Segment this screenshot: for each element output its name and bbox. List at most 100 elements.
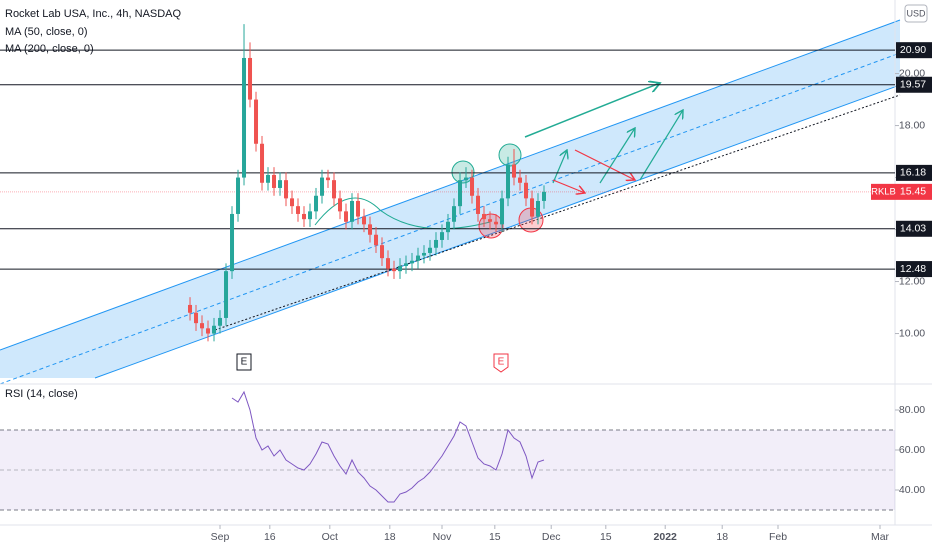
level-label: 12.48 <box>900 263 926 275</box>
indicator: MA (200, close, 0) <box>5 43 94 55</box>
candle-body <box>188 304 193 313</box>
candle-body <box>326 177 331 181</box>
rsi-y-tick-label: 80.00 <box>899 404 925 416</box>
y-tick-label: 20.00 <box>899 67 925 79</box>
candle-body <box>512 164 517 178</box>
level-label: 20.90 <box>900 44 926 56</box>
candle-body <box>434 239 439 248</box>
rsi-y-tick-label: 60.00 <box>899 444 925 456</box>
candle-body <box>332 180 337 199</box>
x-tick-label: Oct <box>322 531 338 543</box>
candle-body <box>470 177 475 196</box>
candle-body <box>278 180 283 188</box>
candle-body <box>386 258 391 269</box>
candle-body <box>452 206 457 222</box>
candle-body <box>506 164 511 199</box>
event-box[interactable] <box>236 353 252 371</box>
last-price-label: 15.45 <box>900 186 926 198</box>
candle-body <box>356 200 361 217</box>
candle-body <box>416 255 421 261</box>
candle-body <box>488 219 493 222</box>
candle-body <box>410 260 415 264</box>
arrow <box>599 128 635 184</box>
candle-body <box>242 57 247 178</box>
indicator: MA (50, close, 0) <box>5 26 88 38</box>
y-tick-label: 18.00 <box>899 119 925 131</box>
level-box <box>896 261 932 278</box>
channel-fill <box>0 20 900 378</box>
x-tick-label: 16 <box>264 531 276 543</box>
candle-body <box>536 200 541 217</box>
candle-body <box>212 325 217 334</box>
x-tick-label: 18 <box>384 531 396 543</box>
candle-body <box>290 198 295 207</box>
candle-body <box>446 221 451 233</box>
channel-mid <box>0 52 901 385</box>
candle-body <box>368 224 373 235</box>
candle-body <box>542 191 547 201</box>
currency-box[interactable] <box>904 4 928 23</box>
event: E <box>241 357 248 368</box>
candle-body <box>206 328 211 334</box>
x-tick-label: Dec <box>542 531 561 543</box>
candle-body <box>380 245 385 259</box>
candle-body <box>284 180 289 199</box>
x-tick-label: Nov <box>433 531 452 543</box>
highlight <box>451 160 475 184</box>
candle-body <box>458 180 463 207</box>
level-box <box>896 42 932 59</box>
candle-body <box>440 232 445 240</box>
candle-body <box>518 177 523 183</box>
level-label: 16.18 <box>900 167 926 179</box>
level-label: 19.57 <box>900 79 926 91</box>
candle-body <box>344 211 349 222</box>
x-tick-label: Feb <box>769 531 787 543</box>
candle-body <box>296 206 301 214</box>
x-tick-label: Sep <box>211 531 230 543</box>
arrow <box>552 150 567 184</box>
candle-body <box>320 177 325 196</box>
x-tick-label: 2022 <box>654 531 678 543</box>
event: E <box>498 357 505 368</box>
candle-body <box>254 99 259 144</box>
candle-body <box>404 263 409 266</box>
rsi-title: RSI (14, close) <box>5 388 78 400</box>
candle-body <box>398 265 403 272</box>
x-tick-label: 15 <box>600 531 612 543</box>
level-label: 14.03 <box>900 223 926 235</box>
arrow <box>574 149 635 180</box>
chart-title: Rocket Lab USA, Inc., 4h, NASDAQ <box>5 8 182 20</box>
candle-body <box>500 198 505 225</box>
candle-body <box>272 174 277 188</box>
x-tick-label: 18 <box>716 531 728 543</box>
candle-body <box>476 195 481 214</box>
arrow <box>639 110 683 181</box>
candle-body <box>266 174 271 183</box>
candle-body <box>362 216 367 225</box>
y-tick-label: 10.00 <box>899 327 925 339</box>
candle-body <box>314 195 319 212</box>
x-tick-label: Mar <box>871 531 890 543</box>
symbol-box <box>871 183 896 200</box>
highlight <box>498 143 522 167</box>
symbol: RKLB <box>871 186 896 197</box>
y-tick-label: 12.00 <box>899 275 925 287</box>
candle-body <box>302 213 307 220</box>
candle-body <box>236 177 241 214</box>
candle-body <box>392 268 397 272</box>
last-price-box <box>896 183 932 200</box>
currency: USD <box>906 8 926 18</box>
channel-upper <box>0 19 901 351</box>
x-tick-label: 15 <box>489 531 501 543</box>
highlight <box>478 213 504 239</box>
candle-body <box>464 177 469 181</box>
candle-body <box>350 200 355 222</box>
candle-body <box>524 182 529 199</box>
rsi-y-tick-label: 40.00 <box>899 484 925 496</box>
event-box[interactable] <box>493 353 509 373</box>
candle-body <box>338 198 343 212</box>
candle-body <box>530 198 535 217</box>
arrow <box>552 179 585 193</box>
level-box <box>896 164 932 181</box>
